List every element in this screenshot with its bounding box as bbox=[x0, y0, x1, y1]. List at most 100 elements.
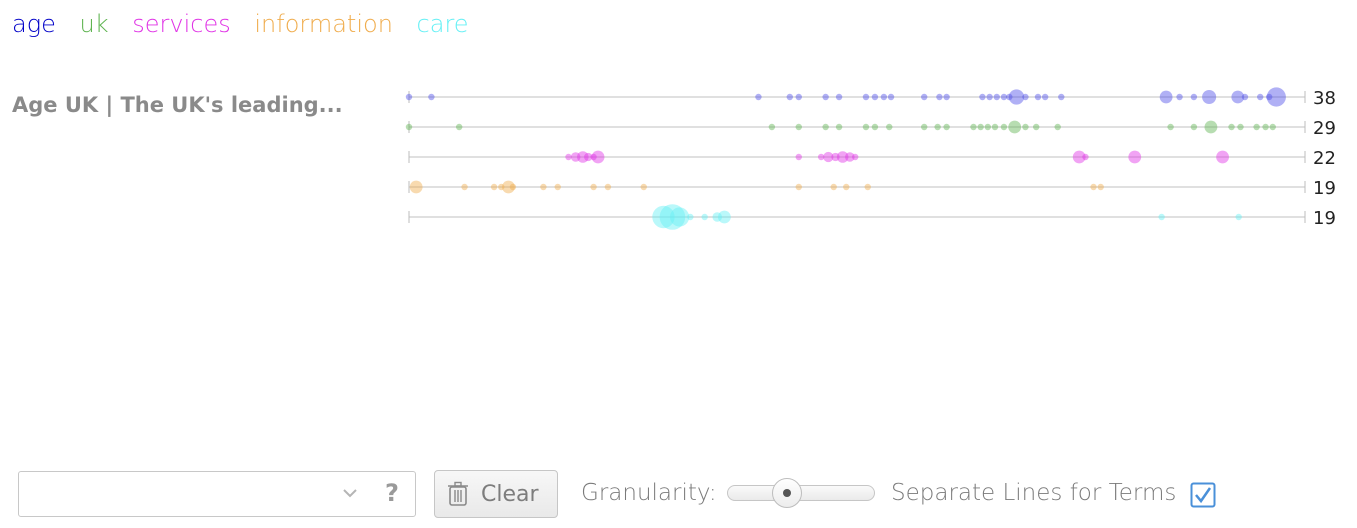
data-point-age[interactable] bbox=[943, 93, 950, 101]
data-point-uk[interactable] bbox=[1253, 123, 1260, 131]
data-point-age[interactable] bbox=[428, 93, 435, 101]
data-point-information[interactable] bbox=[864, 183, 871, 191]
data-point-uk[interactable] bbox=[405, 123, 413, 131]
data-point-care[interactable] bbox=[701, 213, 708, 221]
data-point-uk[interactable] bbox=[1008, 120, 1022, 134]
separate-lines-checkbox[interactable] bbox=[1190, 482, 1216, 508]
data-point-services[interactable] bbox=[831, 152, 840, 162]
data-point-information[interactable] bbox=[409, 180, 423, 194]
data-point-uk[interactable] bbox=[795, 123, 802, 131]
data-point-services[interactable] bbox=[1128, 150, 1142, 164]
legend-term-services[interactable]: services bbox=[132, 10, 231, 38]
data-point-age[interactable] bbox=[1159, 90, 1173, 104]
data-point-age[interactable] bbox=[871, 93, 879, 101]
data-point-services[interactable] bbox=[591, 150, 605, 164]
data-point-uk[interactable] bbox=[970, 123, 977, 131]
granularity-slider-thumb[interactable] bbox=[772, 478, 802, 508]
data-point-information[interactable] bbox=[554, 183, 561, 191]
data-point-uk[interactable] bbox=[1237, 123, 1244, 131]
legend-term-age[interactable]: age bbox=[12, 10, 56, 38]
data-point-information[interactable] bbox=[1090, 183, 1097, 191]
chevron-down-icon[interactable] bbox=[341, 484, 359, 502]
data-point-age[interactable] bbox=[1241, 93, 1249, 101]
data-point-age[interactable] bbox=[1006, 93, 1013, 101]
data-point-uk[interactable] bbox=[835, 123, 843, 131]
data-point-uk[interactable] bbox=[977, 123, 984, 131]
data-point-care[interactable] bbox=[712, 212, 723, 222]
data-point-age[interactable] bbox=[1190, 93, 1198, 101]
data-point-age[interactable] bbox=[921, 93, 928, 101]
data-point-care[interactable] bbox=[687, 213, 694, 221]
data-point-uk[interactable] bbox=[1000, 123, 1008, 131]
data-point-age[interactable] bbox=[795, 93, 802, 101]
legend-term-information[interactable]: information bbox=[254, 10, 393, 38]
data-point-age[interactable] bbox=[822, 93, 829, 101]
data-point-services[interactable] bbox=[1216, 150, 1229, 164]
data-point-uk[interactable] bbox=[943, 123, 950, 131]
data-point-age[interactable] bbox=[786, 93, 793, 101]
data-point-uk[interactable] bbox=[886, 123, 893, 131]
data-point-age[interactable] bbox=[862, 93, 870, 101]
data-point-age[interactable] bbox=[993, 93, 1000, 101]
data-point-information[interactable] bbox=[502, 180, 515, 194]
data-point-age[interactable] bbox=[887, 93, 895, 101]
data-point-uk[interactable] bbox=[1262, 123, 1269, 131]
data-point-age[interactable] bbox=[1265, 93, 1273, 101]
legend-term-uk[interactable]: uk bbox=[79, 10, 109, 38]
data-point-uk[interactable] bbox=[1190, 123, 1198, 131]
data-point-age[interactable] bbox=[1257, 93, 1264, 101]
data-point-age[interactable] bbox=[1022, 93, 1029, 101]
data-point-services[interactable] bbox=[1082, 153, 1089, 161]
data-point-information[interactable] bbox=[843, 183, 850, 191]
data-point-care[interactable] bbox=[652, 205, 675, 229]
data-point-uk[interactable] bbox=[984, 123, 992, 131]
data-point-age[interactable] bbox=[1231, 90, 1245, 104]
data-point-uk[interactable] bbox=[991, 123, 999, 131]
data-point-uk[interactable] bbox=[1204, 120, 1218, 134]
data-point-services[interactable] bbox=[565, 153, 572, 161]
document-title[interactable]: Age UK | The UK's leading... bbox=[12, 93, 343, 117]
data-point-information[interactable] bbox=[795, 183, 802, 191]
legend-term-care[interactable]: care bbox=[416, 10, 469, 38]
data-point-services[interactable] bbox=[577, 151, 589, 163]
data-point-services[interactable] bbox=[823, 151, 834, 163]
data-point-uk[interactable] bbox=[1054, 123, 1061, 131]
data-point-services[interactable] bbox=[836, 151, 849, 163]
data-point-age[interactable] bbox=[1266, 87, 1286, 107]
data-point-services[interactable] bbox=[817, 153, 825, 161]
data-point-uk[interactable] bbox=[1269, 123, 1276, 131]
data-point-services[interactable] bbox=[570, 152, 581, 162]
data-point-information[interactable] bbox=[590, 183, 597, 191]
data-point-uk[interactable] bbox=[871, 123, 879, 131]
data-point-age[interactable] bbox=[1034, 93, 1042, 101]
data-point-age[interactable] bbox=[1058, 93, 1065, 101]
data-point-uk[interactable] bbox=[921, 123, 928, 131]
data-point-age[interactable] bbox=[1176, 93, 1183, 101]
term-search-input[interactable] bbox=[29, 480, 333, 510]
data-point-information[interactable] bbox=[490, 183, 498, 191]
data-point-services[interactable] bbox=[845, 152, 855, 162]
data-point-information[interactable] bbox=[640, 183, 647, 191]
data-point-age[interactable] bbox=[986, 93, 993, 101]
data-point-uk[interactable] bbox=[934, 123, 941, 131]
data-point-age[interactable] bbox=[1202, 89, 1217, 105]
data-point-care[interactable] bbox=[659, 204, 686, 230]
data-point-information[interactable] bbox=[498, 183, 505, 191]
data-point-information[interactable] bbox=[509, 183, 517, 191]
data-point-services[interactable] bbox=[590, 153, 597, 161]
data-point-information[interactable] bbox=[1097, 183, 1104, 191]
data-point-information[interactable] bbox=[461, 183, 468, 191]
data-point-uk[interactable] bbox=[1022, 123, 1029, 131]
data-point-age[interactable] bbox=[979, 93, 986, 101]
help-icon[interactable]: ? bbox=[385, 479, 399, 507]
data-point-care[interactable] bbox=[1158, 213, 1165, 221]
data-point-care[interactable] bbox=[1235, 213, 1242, 221]
data-point-services[interactable] bbox=[1072, 150, 1086, 164]
data-point-services[interactable] bbox=[852, 153, 859, 161]
data-point-uk[interactable] bbox=[822, 123, 829, 131]
data-point-age[interactable] bbox=[1008, 89, 1025, 105]
data-point-care[interactable] bbox=[717, 210, 731, 224]
data-point-uk[interactable] bbox=[768, 123, 776, 131]
data-point-age[interactable] bbox=[1041, 93, 1049, 101]
term-search-combobox[interactable]: ? bbox=[18, 471, 416, 517]
